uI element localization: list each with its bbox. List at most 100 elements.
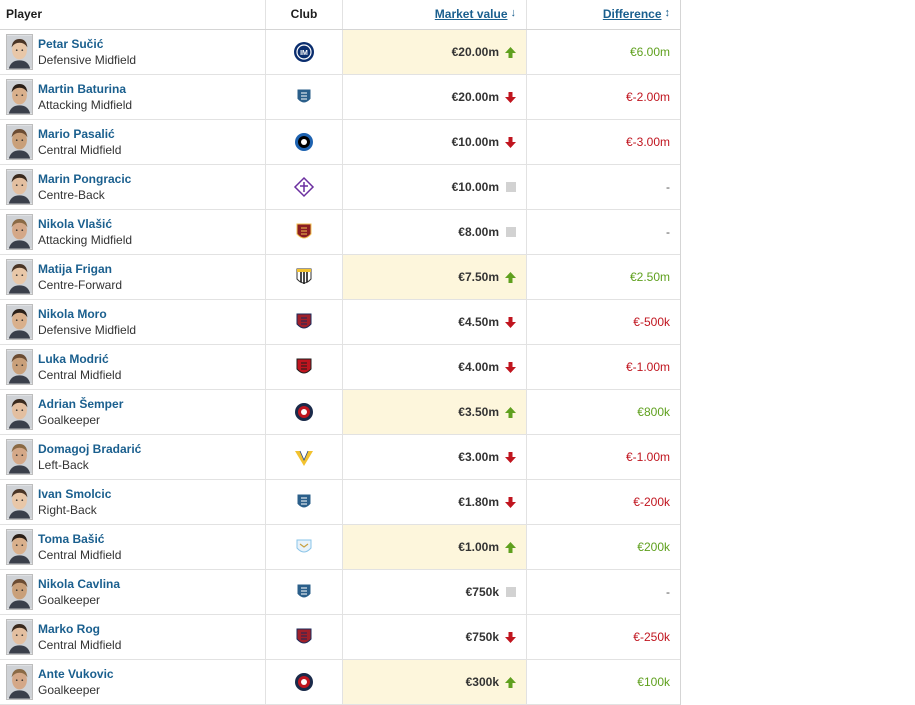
player-name-link[interactable]: Marin Pongracic: [38, 171, 132, 186]
player-name-link[interactable]: Domagoj Bradarić: [38, 441, 142, 456]
lazio-crest-icon[interactable]: [293, 536, 315, 558]
player-photo[interactable]: [6, 574, 33, 610]
market-value[interactable]: €10.00m: [451, 180, 499, 194]
player-photo[interactable]: [6, 484, 33, 520]
player-name-link[interactable]: Ivan Smolcic: [38, 486, 112, 501]
market-value[interactable]: €750k: [465, 585, 499, 599]
market-value[interactable]: €3.50m: [458, 405, 499, 419]
sort-difference-link[interactable]: Difference: [602, 7, 662, 21]
market-value[interactable]: €4.50m: [458, 315, 499, 329]
difference-cell: €-200k: [527, 480, 680, 524]
pisa-crest-icon[interactable]: [293, 401, 315, 423]
table-row: Nikola Vlašić Attacking Midfield €8.00m …: [0, 210, 680, 255]
market-value[interactable]: €1.00m: [458, 540, 499, 554]
player-photo[interactable]: [6, 34, 33, 70]
fiorentina-crest-icon[interactable]: [293, 176, 315, 198]
market-value[interactable]: €4.00m: [458, 360, 499, 374]
player-name-link[interactable]: Mario Pasalić: [38, 126, 115, 141]
verona-crest-icon[interactable]: [293, 446, 315, 468]
atalanta-crest-icon[interactable]: [293, 131, 315, 153]
value-difference: -: [666, 225, 670, 239]
player-name-link[interactable]: Adrian Šemper: [38, 396, 124, 411]
sort-market-value-link[interactable]: Market value: [434, 7, 508, 21]
market-value[interactable]: €10.00m: [451, 135, 499, 149]
player-name-link[interactable]: Matija Frigan: [38, 261, 113, 276]
bologna-crest-icon[interactable]: [293, 311, 315, 333]
club-cell: [266, 435, 343, 479]
sort-descending-icon[interactable]: ↓: [510, 7, 517, 19]
inter-crest-icon[interactable]: IM: [293, 41, 315, 63]
market-value[interactable]: €3.00m: [458, 450, 499, 464]
table-row: Matija Frigan Centre-Forward €7.50m €2.5…: [0, 255, 680, 300]
torino-crest-icon[interactable]: [293, 221, 315, 243]
difference-cell: €2.50m: [527, 255, 680, 299]
player-name-link[interactable]: Nikola Vlašić: [38, 216, 113, 231]
market-value[interactable]: €20.00m: [451, 45, 499, 59]
market-value[interactable]: €8.00m: [458, 225, 499, 239]
player-photo[interactable]: [6, 664, 33, 700]
trend-down-icon: [505, 631, 516, 643]
cagliari-crest-icon[interactable]: [293, 626, 315, 648]
player-name-link[interactable]: Toma Bašić: [38, 531, 105, 546]
market-value-cell: €10.00m: [343, 120, 527, 164]
value-difference: €100k: [637, 675, 670, 689]
header-difference[interactable]: Difference ↕: [527, 0, 680, 29]
player-photo[interactable]: [6, 169, 33, 205]
player-name-link[interactable]: Petar Sučić: [38, 36, 104, 51]
milan-crest-icon[interactable]: [293, 356, 315, 378]
club-cell: IM: [266, 30, 343, 74]
trend-down-icon: [505, 496, 516, 508]
player-name-link[interactable]: Luka Modrić: [38, 351, 109, 366]
player-position: Goalkeeper: [38, 682, 101, 697]
table-row: Luka Modrić Central Midfield €4.00m €-1.…: [0, 345, 680, 390]
market-value-cell: €1.00m: [343, 525, 527, 569]
header-club-label: Club: [290, 7, 318, 21]
player-cell: Nikola Vlašić Attacking Midfield: [0, 210, 266, 254]
difference-cell: €-1.00m: [527, 345, 680, 389]
player-photo[interactable]: [6, 619, 33, 655]
market-value[interactable]: €750k: [465, 630, 499, 644]
trend-down-icon: [505, 451, 516, 463]
parma-crest-icon[interactable]: [293, 266, 315, 288]
player-photo[interactable]: [6, 529, 33, 565]
player-photo[interactable]: [6, 349, 33, 385]
player-name-link[interactable]: Marko Rog: [38, 621, 101, 636]
player-name-link[interactable]: Martin Baturina: [38, 81, 127, 96]
table-row: Marin Pongracic Centre-Back €10.00m -: [0, 165, 680, 210]
value-difference: €200k: [637, 540, 670, 554]
player-name-link[interactable]: Nikola Cavlina: [38, 576, 121, 591]
player-name-link[interactable]: Ante Vukovic: [38, 666, 114, 681]
market-value-cell: €7.50m: [343, 255, 527, 299]
club-cell: [266, 165, 343, 209]
header-player-label: Player: [6, 7, 43, 21]
player-photo[interactable]: [6, 439, 33, 475]
player-photo[interactable]: [6, 79, 33, 115]
header-market-value[interactable]: Market value ↓: [343, 0, 527, 29]
trend-up-icon: [505, 541, 516, 553]
player-photo[interactable]: [6, 304, 33, 340]
pisa-crest-icon[interactable]: [293, 671, 315, 693]
trend-up-icon: [505, 406, 516, 418]
player-photo[interactable]: [6, 124, 33, 160]
como-crest-icon[interactable]: [293, 86, 315, 108]
market-value[interactable]: €300k: [465, 675, 499, 689]
market-value[interactable]: €7.50m: [458, 270, 499, 284]
como-crest-icon[interactable]: [293, 491, 315, 513]
market-value-cell: €3.50m: [343, 390, 527, 434]
club-cell: [266, 570, 343, 614]
market-value[interactable]: €20.00m: [451, 90, 499, 104]
player-position: Defensive Midfield: [38, 52, 137, 67]
como-crest-icon[interactable]: [293, 581, 315, 603]
market-value[interactable]: €1.80m: [458, 495, 499, 509]
market-value-cell: €8.00m: [343, 210, 527, 254]
player-cell: Nikola Cavlina Goalkeeper: [0, 570, 266, 614]
player-photo[interactable]: [6, 259, 33, 295]
header-club: Club: [266, 0, 343, 29]
player-photo[interactable]: [6, 214, 33, 250]
sort-toggle-icon[interactable]: ↕: [664, 7, 671, 19]
player-name-link[interactable]: Nikola Moro: [38, 306, 107, 321]
table-row: Nikola Cavlina Goalkeeper €750k -: [0, 570, 680, 615]
trend-down-icon: [505, 361, 516, 373]
difference-cell: €-1.00m: [527, 435, 680, 479]
player-photo[interactable]: [6, 394, 33, 430]
